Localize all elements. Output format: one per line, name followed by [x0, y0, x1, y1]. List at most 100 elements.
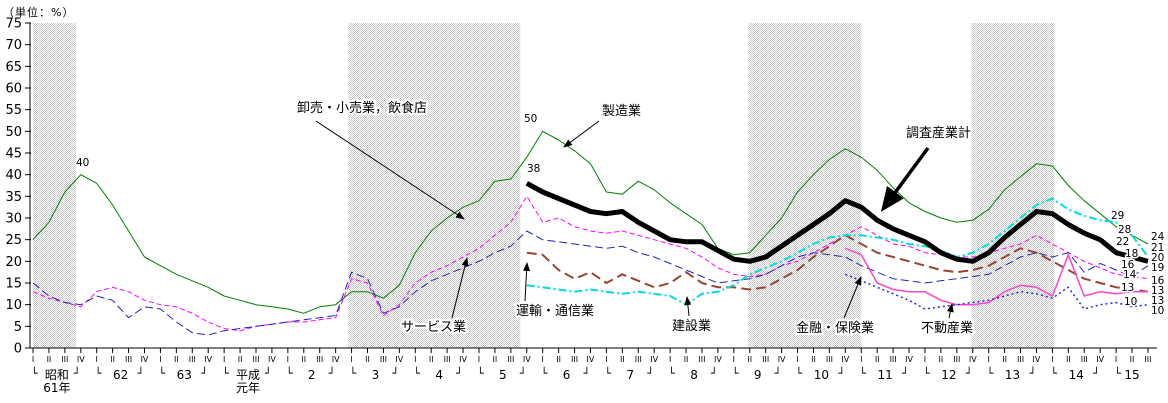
y-tick-label: 30 — [5, 212, 22, 227]
year-bracket: └ — [286, 366, 293, 380]
quarter-label: I — [924, 355, 926, 364]
quarter-label: I — [32, 355, 34, 364]
quarter-label: III — [380, 355, 387, 364]
year-bracket: └ — [732, 366, 739, 380]
year-bracket: └ — [1114, 366, 1121, 380]
quarter-label: II — [110, 355, 115, 364]
y-tick-label: 70 — [5, 38, 22, 53]
recession-band — [348, 23, 521, 348]
quarter-label: III — [571, 355, 578, 364]
series-manufacturing-line — [32, 130, 1149, 314]
quarter-label: IV — [841, 355, 849, 364]
value-label-manufacturing: 40 — [76, 157, 89, 169]
year-bracket: ┘ — [711, 366, 718, 380]
year-bracket: └ — [477, 366, 484, 380]
quarter-label: IV — [268, 355, 276, 364]
value-label-wholesale-retail-eating: 16 — [1121, 259, 1135, 271]
year-bracket: ┘ — [583, 366, 590, 380]
y-tick-label: 55 — [5, 103, 22, 118]
year-bracket: ┘ — [329, 366, 336, 380]
quarter-label: I — [988, 355, 990, 364]
year-label: 62 — [113, 368, 128, 382]
quarter-label: II — [493, 355, 498, 364]
quarter-label: IV — [1033, 355, 1041, 364]
year-bracket: ┘ — [74, 366, 81, 380]
quarter-label: I — [605, 355, 607, 364]
value-label-transport-communications: 14 — [1123, 269, 1137, 281]
quarter-label: II — [684, 355, 689, 364]
year-bracket: └ — [668, 366, 675, 380]
year-bracket: └ — [413, 366, 420, 380]
series-real-estate-line — [845, 273, 1149, 310]
year-bracket: ┘ — [520, 366, 527, 380]
y-tick-label: 10 — [5, 298, 22, 313]
quarter-label: III — [252, 355, 259, 364]
value-label-services: 18 — [1125, 248, 1138, 260]
recession-band — [33, 23, 77, 348]
quarter-label: II — [365, 355, 370, 364]
year-bracket: └ — [796, 366, 803, 380]
year-bracket: ┘ — [838, 366, 845, 380]
year-bracket: └ — [859, 366, 866, 380]
value-label-real-estate: 10 — [1124, 296, 1137, 308]
year-bracket: ┘ — [392, 366, 399, 380]
y-tick-label: 25 — [5, 233, 22, 248]
value-label-finance-insurance: 13 — [1151, 285, 1164, 297]
quarter-label: III — [444, 355, 451, 364]
quarter-label: I — [542, 355, 544, 364]
quarter-label: I — [96, 355, 98, 364]
year-label: 11 — [878, 368, 893, 382]
annotation-label-transport-communications: 運輸・通信業 — [516, 303, 594, 319]
quarter-label: III — [1017, 355, 1024, 364]
annotation-label-wholesale-retail-eating: 卸売・小売業，飲食店 — [297, 100, 427, 116]
quarter-label: IV — [587, 355, 595, 364]
quarter-label: III — [1144, 355, 1151, 364]
y-tick-label: 75 — [5, 17, 22, 32]
quarter-label: II — [620, 355, 625, 364]
year-label: 平成 — [236, 368, 260, 382]
year-bracket: └ — [31, 366, 38, 380]
quarter-label: IV — [778, 355, 786, 364]
quarter-label: IV — [1096, 355, 1104, 364]
quarter-label: IV — [650, 355, 658, 364]
quarter-label: I — [287, 355, 289, 364]
y-tick-label: 20 — [5, 255, 22, 270]
annotation-arrow-wholesale-retail-eating — [315, 120, 465, 220]
recession-band — [971, 23, 1054, 348]
y-tick-label: 60 — [5, 82, 22, 97]
value-label-construction: 29 — [1111, 210, 1124, 222]
quarter-label: II — [238, 355, 243, 364]
year-label: 10 — [814, 368, 829, 382]
quarter-label: IV — [459, 355, 467, 364]
annotation-arrow-construction — [684, 296, 692, 317]
y-tick-label: 15 — [5, 277, 22, 292]
value-label-all-industries: 22 — [1116, 236, 1129, 248]
year-bracket: ┘ — [1029, 366, 1036, 380]
quarter-label: IV — [905, 355, 913, 364]
quarter-label: III — [635, 355, 642, 364]
quarter-label: IV — [523, 355, 531, 364]
quarter-label: III — [189, 355, 196, 364]
value-label-manufacturing: 50 — [524, 113, 537, 125]
quarter-label: I — [733, 355, 735, 364]
quarter-label: III — [507, 355, 514, 364]
annotation-arrow-finance-insurance — [843, 276, 862, 319]
quarter-label: II — [939, 355, 944, 364]
annotation-arrow-services — [451, 257, 469, 319]
quarter-label: III — [316, 355, 323, 364]
y-tick-label: 65 — [5, 60, 22, 75]
recession-band — [748, 23, 862, 348]
annotation-arrow-real-estate — [946, 303, 954, 319]
annotation-label-finance-insurance: 金融・保険業 — [796, 320, 874, 336]
y-tick-label: 0 — [14, 342, 22, 357]
value-label-transport-communications: 13 — [1151, 295, 1164, 307]
annotation-label-services: サービス業 — [401, 319, 466, 335]
year-label: 2 — [308, 368, 316, 382]
quarter-label: IV — [395, 355, 403, 364]
value-label-all-industries: 20 — [1151, 252, 1164, 264]
quarter-label: II — [811, 355, 816, 364]
year-bracket: ┘ — [1093, 366, 1100, 380]
quarter-label: IV — [141, 355, 149, 364]
year-label: 14 — [1069, 368, 1084, 382]
